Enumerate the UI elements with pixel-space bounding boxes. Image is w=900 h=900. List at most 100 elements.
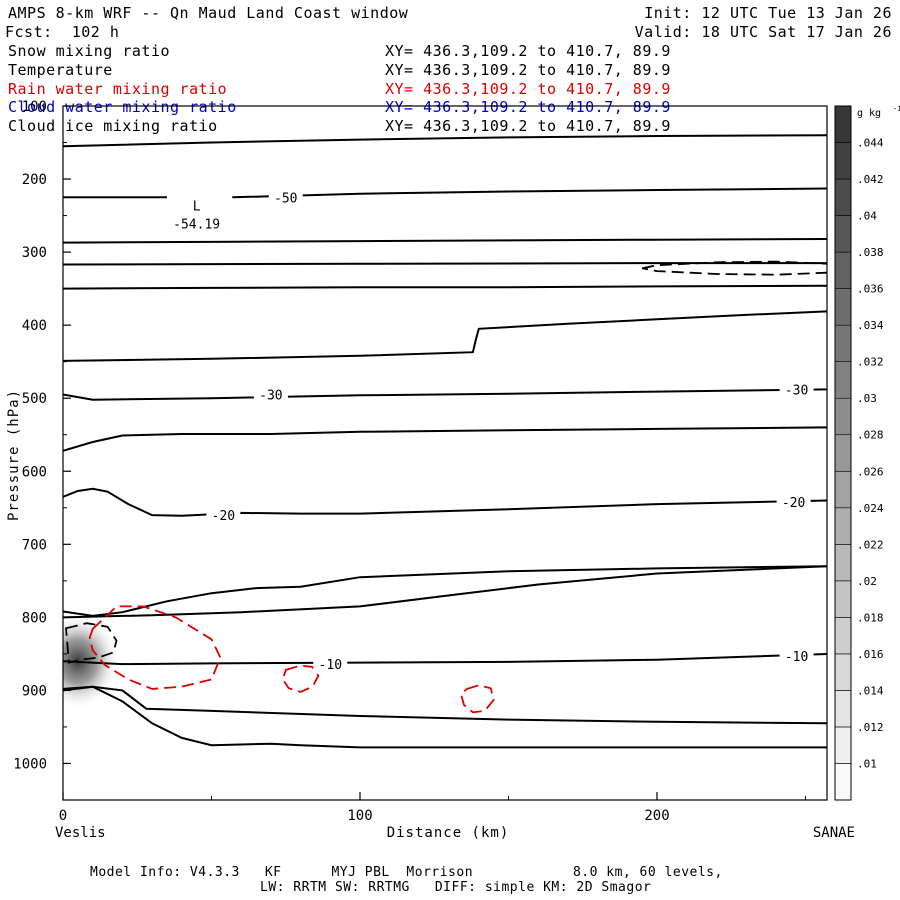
init-time: Init: 12 UTC Tue 13 Jan 26: [644, 4, 892, 22]
colorbar-swatch: [834, 653, 852, 691]
temperature-contour-9: [63, 487, 827, 517]
rain-contour-2: [459, 684, 495, 714]
temperature-contour-5: [63, 284, 827, 290]
right-endpoint-label: SANAE: [813, 825, 855, 841]
contour-label-bg: [313, 655, 348, 673]
colorbar-swatch: [834, 690, 852, 728]
colorbar-swatch: [834, 142, 852, 180]
minimum-marker-value: -54.19: [173, 217, 220, 232]
temperature-contour-label: -50: [274, 191, 297, 206]
field-name-rain: Rain water mixing ratio: [8, 80, 228, 98]
contour-label-bg: [253, 385, 288, 403]
colorbar-level-label: .024: [857, 502, 884, 515]
colorbar-swatch: [834, 251, 852, 289]
colorbar-swatch: [834, 324, 852, 362]
contour-label-bg: [206, 506, 241, 524]
colorbar-level-label: .026: [857, 465, 884, 478]
colorbar-level-label: .01: [857, 757, 877, 770]
y-axis-label: Pressure (hPa): [6, 389, 22, 521]
colorbar-level-label: .04: [857, 210, 877, 223]
minimum-marker-letter: L: [193, 199, 201, 214]
field-xy-temperature: XY= 436.3,109.2 to 410.7, 89.9: [385, 61, 671, 79]
colorbar-level-label: .042: [857, 173, 884, 186]
colorbar-level-label: .032: [857, 356, 884, 369]
chart-title: AMPS 8-km WRF -- Qn Maud Land Coast wind…: [8, 4, 409, 22]
field-name-cloud-water: Cloud water mixing ratio: [8, 98, 237, 116]
colorbar-swatch: [834, 726, 852, 764]
colorbar-swatch: [834, 215, 852, 253]
y-tick-label: 300: [22, 245, 47, 261]
colorbar-level-label: .028: [857, 429, 884, 442]
colorbar-swatch: [834, 470, 852, 509]
snow-contour-1: [65, 622, 118, 664]
temperature-contour-11: [63, 565, 827, 617]
colorbar-level-label: .022: [857, 538, 884, 551]
temperature-contour-6: [63, 310, 827, 362]
colorbar-swatch: [834, 105, 852, 143]
left-endpoint-label: Veslis: [55, 825, 106, 841]
rain-contour-0: [88, 605, 222, 690]
temperature-contour-label: -20: [212, 509, 235, 524]
field-xy-cloud-water: XY= 436.3,109.2 to 410.7, 89.9: [385, 98, 671, 116]
contour-label-bg: [776, 492, 811, 510]
x-tick-label: 100: [347, 808, 372, 824]
temperature-contour-label: -10: [319, 658, 342, 673]
model-physics: LW: RRTM SW: RRTMG DIFF: simple KM: 2D S…: [260, 880, 652, 895]
y-tick-label: 400: [22, 318, 47, 334]
colorbar-level-label: .02: [857, 575, 877, 588]
field-name-cloud-ice: Cloud ice mixing ratio: [8, 117, 218, 135]
colorbar-swatch: [834, 361, 852, 399]
colorbar-level-label: .038: [857, 246, 884, 259]
temperature-contour-label: -20: [782, 496, 805, 511]
colorbar-level-label: .03: [857, 392, 877, 405]
temperature-contour-2: [232, 187, 827, 199]
colorbar-swatch: [834, 178, 852, 216]
field-xy-snow: XY= 436.3,109.2 to 410.7, 89.9: [385, 42, 671, 60]
colorbar-level-label: .016: [857, 648, 884, 661]
y-tick-label: 800: [22, 610, 47, 626]
x-tick-label: 0: [59, 808, 67, 824]
y-tick-label: 900: [22, 683, 47, 699]
colorbar-swatch: [834, 288, 852, 326]
y-tick-label: 500: [22, 391, 47, 407]
colorbar-swatch: [834, 763, 852, 801]
field-xy-cloud-ice: XY= 436.3,109.2 to 410.7, 89.9: [385, 117, 671, 135]
temperature-contour-8: [63, 426, 827, 452]
snow-maximum-shading: [63, 613, 120, 710]
field-name-snow: Snow mixing ratio: [8, 42, 171, 60]
temperature-contour-12: [63, 652, 827, 666]
colorbar-level-label: .034: [857, 319, 884, 332]
colorbar-swatch: [834, 507, 852, 545]
colorbar-level-label: .012: [857, 721, 884, 734]
y-tick-label: 600: [22, 464, 47, 480]
y-tick-label: 200: [22, 172, 47, 188]
x-axis-label: Distance (km): [387, 825, 510, 841]
colorbar-swatch: [834, 617, 852, 655]
colorbar-unit: g kg: [857, 108, 881, 119]
temperature-contour-7: [63, 388, 827, 401]
y-tick-label: 700: [22, 537, 47, 553]
temperature-contour-0: [63, 134, 827, 148]
y-tick-label: 1000: [13, 756, 47, 772]
temperature-contour-label: -10: [785, 650, 808, 665]
rain-contour-1: [281, 664, 320, 693]
temperature-contour-10: [63, 565, 827, 619]
temperature-contour-label: -30: [259, 389, 282, 404]
temperature-contour-3: [63, 238, 827, 244]
colorbar-level-label: .036: [857, 283, 884, 296]
colorbar-swatch: [834, 580, 852, 618]
y-tick-label: 100: [22, 99, 47, 115]
temperature-contour-4: [63, 262, 827, 266]
colorbar-frame: [834, 105, 852, 801]
colorbar-swatch: [834, 434, 852, 472]
colorbar-level-label: .014: [857, 684, 884, 697]
contour-label-bg: [268, 188, 303, 206]
valid-time: Valid: 18 UTC Sat 17 Jan 26: [634, 23, 892, 41]
colorbar-swatch: [834, 544, 852, 582]
colorbar-unit-exponent: -1: [893, 105, 900, 113]
field-xy-rain: XY= 436.3,109.2 to 410.7, 89.9: [385, 80, 671, 98]
x-tick-label: 200: [644, 808, 669, 824]
colorbar-level-label: .044: [857, 137, 884, 150]
colorbar-swatch: [834, 397, 852, 436]
